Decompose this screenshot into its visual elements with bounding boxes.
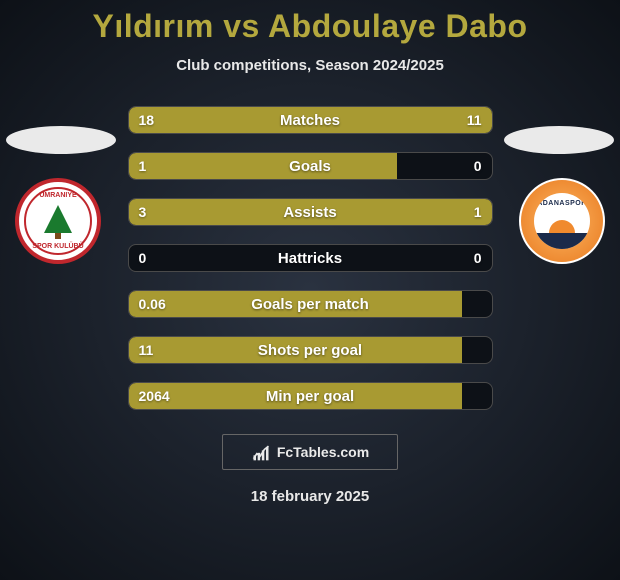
player2-club-badge: ADANASPOR [519,178,605,264]
club2-name: ADANASPOR [534,200,590,207]
stat-row: 1811Matches [128,106,493,134]
stat-row: 31Assists [128,198,493,226]
player2-flag [504,126,614,154]
stat-label: Min per goal [129,383,492,409]
player1-club-badge: UMRANIYE SPOR KULÜBÜ [15,178,101,264]
stat-row: 00Hattricks [128,244,493,272]
chart-icon [251,442,271,462]
stat-row: 0.06Goals per match [128,290,493,318]
stat-row: 10Goals [128,152,493,180]
stat-label: Matches [129,107,492,133]
club1-name-bottom: SPOR KULÜBÜ [26,243,90,250]
stat-label: Shots per goal [129,337,492,363]
tree-icon [44,205,72,233]
player1-flag [6,126,116,154]
stat-label: Goals per match [129,291,492,317]
stat-label: Hattricks [129,245,492,271]
subtitle: Club competitions, Season 2024/2025 [0,57,620,74]
watermark-text: FcTables.com [277,444,369,460]
stat-row: 2064Min per goal [128,382,493,410]
horizon-icon [534,233,590,249]
stat-label: Goals [129,153,492,179]
stat-label: Assists [129,199,492,225]
date-text: 18 february 2025 [0,488,620,505]
club1-name-top: UMRANIYE [26,192,90,199]
sun-icon [549,220,575,233]
page-title: Yıldırım vs Abdoulaye Dabo [0,0,620,45]
watermark: FcTables.com [222,434,398,470]
stat-row: 11Shots per goal [128,336,493,364]
stats-container: 1811Matches 10Goals 31Assists 00Hattricks 0.… [128,106,493,410]
